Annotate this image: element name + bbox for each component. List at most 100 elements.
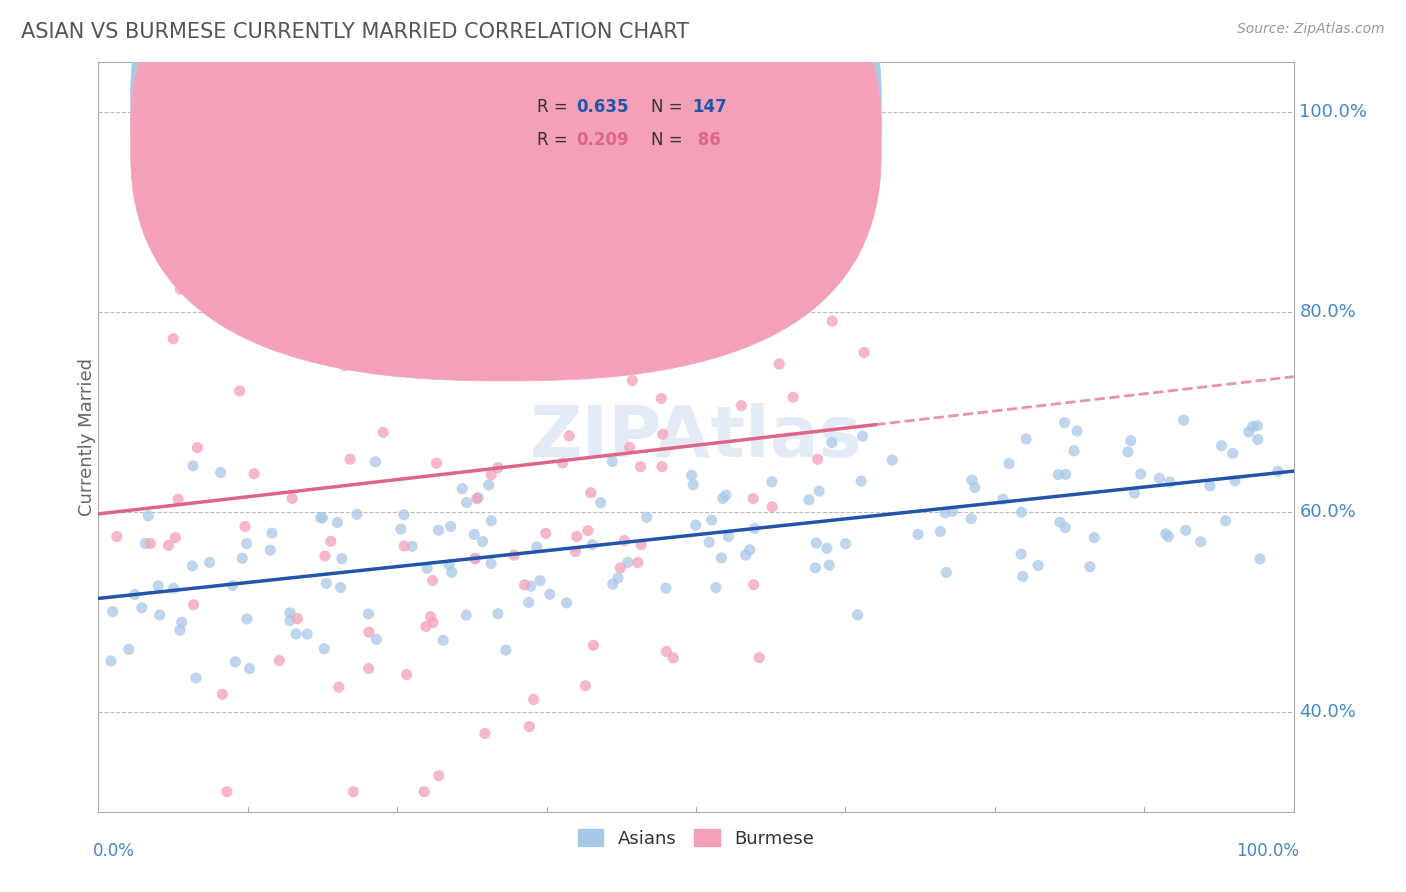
Point	[278, 614, 301, 628]
Point	[215, 785, 238, 799]
Point	[465, 491, 488, 506]
Point	[236, 612, 259, 626]
Point	[761, 500, 783, 514]
Point	[744, 521, 766, 535]
Point	[440, 566, 463, 580]
Point	[319, 534, 342, 549]
Point	[479, 467, 502, 482]
Point	[165, 531, 187, 545]
Point	[278, 606, 301, 620]
Point	[806, 536, 828, 550]
Point	[602, 577, 624, 591]
Point	[422, 615, 444, 630]
Point	[149, 607, 172, 622]
Point	[941, 504, 963, 518]
Point	[186, 441, 208, 455]
Point	[456, 608, 478, 623]
Point	[1237, 425, 1260, 439]
Point	[211, 687, 233, 701]
Point	[768, 357, 790, 371]
Point	[697, 535, 720, 549]
Point	[607, 571, 630, 585]
Point	[224, 655, 246, 669]
Point	[1154, 527, 1177, 541]
Point	[1222, 446, 1244, 460]
Point	[620, 151, 643, 165]
Text: R =: R =	[537, 131, 574, 149]
Point	[621, 374, 644, 388]
Point	[503, 194, 526, 208]
Point	[730, 399, 752, 413]
Point	[609, 561, 631, 575]
Point	[184, 671, 207, 685]
Point	[804, 561, 827, 575]
Point	[440, 519, 463, 533]
Point	[1249, 552, 1271, 566]
Point	[181, 558, 204, 573]
Point	[495, 643, 517, 657]
Text: 80.0%: 80.0%	[1299, 303, 1357, 321]
Point	[328, 331, 350, 345]
Point	[1246, 418, 1268, 433]
Point	[960, 473, 983, 487]
Text: 100.0%: 100.0%	[1299, 103, 1368, 121]
Text: 60.0%: 60.0%	[1299, 503, 1357, 521]
Text: ZIPAtlas: ZIPAtlas	[530, 402, 862, 472]
Point	[290, 217, 312, 231]
Text: R =: R =	[537, 97, 574, 116]
Point	[513, 578, 536, 592]
Point	[425, 456, 447, 470]
Point	[1011, 569, 1033, 583]
Point	[150, 148, 173, 162]
Point	[1053, 416, 1076, 430]
Point	[456, 495, 478, 509]
Point	[526, 540, 548, 554]
Point	[630, 538, 652, 552]
Point	[157, 538, 180, 552]
Point	[849, 221, 872, 235]
Point	[1215, 514, 1237, 528]
Point	[139, 536, 162, 550]
Point	[662, 651, 685, 665]
Point	[529, 574, 551, 588]
Point	[519, 579, 541, 593]
Point	[169, 624, 191, 638]
Point	[1078, 559, 1101, 574]
Point	[399, 361, 422, 376]
Point	[681, 468, 703, 483]
Point	[1174, 523, 1197, 537]
Point	[589, 496, 612, 510]
Point	[463, 527, 485, 541]
Point	[742, 577, 765, 591]
Point	[401, 540, 423, 554]
Point	[1054, 521, 1077, 535]
Point	[464, 551, 486, 566]
Point	[935, 566, 957, 580]
Point	[467, 491, 489, 505]
Point	[821, 435, 844, 450]
FancyBboxPatch shape	[131, 0, 882, 347]
Point	[1159, 475, 1181, 490]
Point	[1173, 413, 1195, 427]
Legend: Asians, Burmese: Asians, Burmese	[571, 822, 821, 855]
Point	[853, 345, 876, 359]
Point	[415, 619, 437, 633]
Point	[882, 453, 904, 467]
Point	[544, 249, 567, 263]
Point	[333, 359, 356, 373]
Point	[169, 282, 191, 296]
Point	[650, 392, 672, 406]
Point	[311, 511, 333, 525]
Point	[655, 581, 678, 595]
Point	[181, 458, 204, 473]
Point	[101, 605, 124, 619]
Point	[295, 627, 318, 641]
Point	[183, 598, 205, 612]
Point	[991, 492, 1014, 507]
Point	[651, 427, 673, 442]
Text: 147: 147	[692, 97, 727, 116]
Point	[1116, 445, 1139, 459]
Point	[714, 488, 737, 502]
Point	[1049, 515, 1071, 529]
Point	[451, 482, 474, 496]
